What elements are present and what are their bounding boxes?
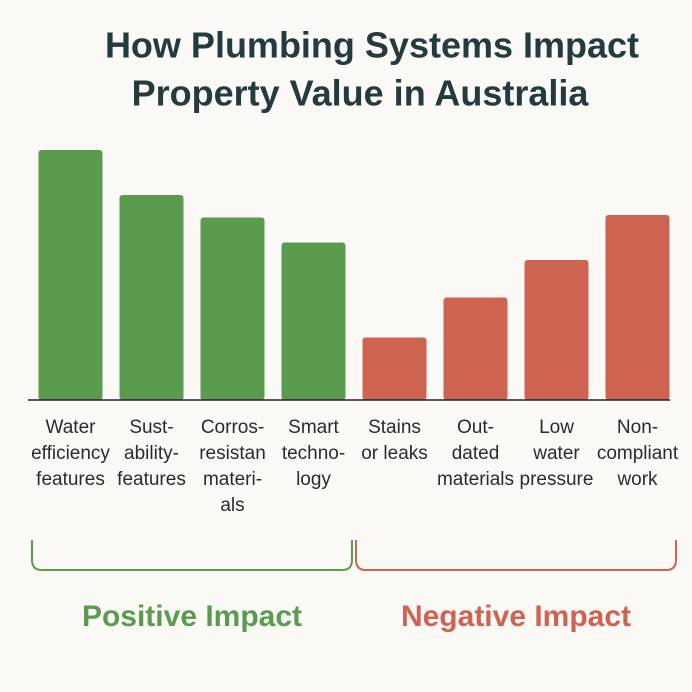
legend-label: Negative Impact	[401, 600, 631, 633]
x-tick-label: Low	[539, 417, 574, 438]
chart-title: Property Value in Australia	[132, 73, 590, 114]
x-tick-label: features	[36, 469, 105, 490]
x-tick-label: resistan	[199, 443, 266, 464]
chart-title: How Plumbing Systems Impact	[105, 25, 639, 66]
group-bracket	[31, 540, 353, 571]
x-tick-label: logy	[296, 469, 331, 490]
bar	[362, 337, 427, 400]
bar	[119, 195, 184, 400]
bar	[443, 297, 508, 400]
x-tick-label: Stains	[368, 417, 421, 438]
x-tick-label: Water	[46, 417, 97, 438]
bar	[605, 215, 670, 400]
bar	[524, 260, 589, 400]
x-tick-label: features	[117, 469, 186, 490]
x-tick-label: Non-	[617, 417, 658, 438]
x-tick-label: work	[616, 469, 658, 490]
x-tick-label: dated	[452, 443, 500, 464]
x-tick-label: materi-	[203, 469, 262, 490]
legend-label: Positive Impact	[82, 600, 302, 633]
x-tick-label: techno-	[282, 443, 345, 464]
x-tick-label: ability-	[124, 443, 179, 464]
x-tick-label: water	[532, 443, 580, 464]
x-tick-label: Smart	[288, 417, 339, 438]
x-tick-label: als	[220, 495, 244, 516]
x-tick-label: Sust-	[129, 417, 173, 438]
x-tick-label: or leaks	[361, 443, 428, 464]
x-tick-label: efficiency	[31, 443, 110, 464]
group-bracket	[355, 540, 677, 571]
x-tick-label: compliant	[597, 443, 679, 464]
bar	[200, 217, 265, 400]
bar	[281, 242, 346, 400]
x-tick-label: Out-	[457, 417, 494, 438]
x-tick-label: materials	[437, 469, 514, 490]
bar	[38, 150, 103, 400]
x-tick-label: Corros-	[201, 417, 264, 438]
x-tick-label: pressure	[520, 469, 594, 490]
